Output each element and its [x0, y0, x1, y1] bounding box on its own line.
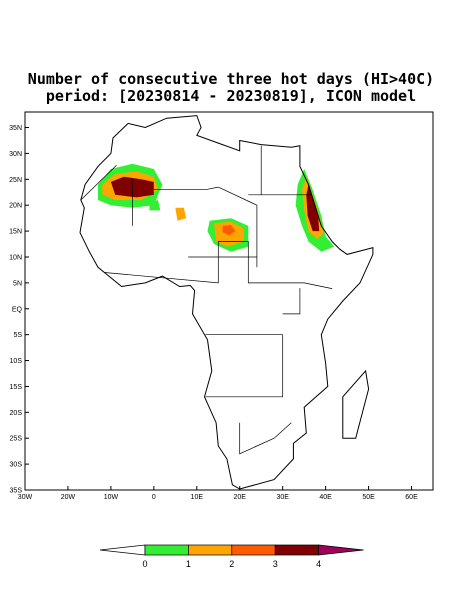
colorbar-segment — [144, 544, 189, 556]
border — [153, 186, 219, 191]
x-tick-label: 50E — [362, 494, 375, 501]
y-tick-label: 30S — [10, 462, 23, 469]
colorbar-end — [99, 544, 146, 556]
x-tick-label: 20W — [61, 494, 76, 501]
hot-area — [175, 207, 187, 221]
x-tick-label: 30E — [276, 494, 289, 501]
y-tick-label: 10S — [10, 358, 23, 365]
border — [218, 186, 258, 268]
colorbar-end — [318, 544, 364, 556]
hot-area — [149, 200, 161, 211]
y-tick-label: 10N — [9, 254, 22, 261]
colorbar-segment — [188, 544, 233, 556]
y-tick-label: 15S — [10, 384, 23, 391]
coastline — [342, 369, 370, 439]
x-tick-label: 0 — [152, 494, 156, 501]
x-tick-label: 20E — [234, 494, 247, 501]
border — [239, 422, 292, 455]
y-tick-label: 15N — [9, 229, 22, 236]
border — [104, 241, 333, 289]
y-tick-label: 35S — [10, 488, 23, 495]
coastline — [79, 115, 374, 490]
map-area: 30W 20W 10W 0 10E 20E 30E 40E 50E 60E 35N 30N 25N 20N… — [9, 111, 434, 501]
y-tick-label: 20N — [9, 203, 22, 210]
border — [282, 288, 301, 315]
y-tick-label: 35N — [9, 125, 22, 132]
x-tick-label: 60E — [405, 494, 418, 501]
hot-area — [306, 184, 320, 232]
y-tick-label: 30N — [9, 151, 22, 158]
title: Number of consecutive three hot days (HI… — [28, 70, 434, 88]
colorbar-label: 2 — [229, 559, 234, 569]
colorbar-label: 3 — [273, 559, 278, 569]
y-tick-label: 20S — [10, 410, 23, 417]
y-tick-label: 25S — [10, 436, 23, 443]
colorbar-segment — [274, 544, 319, 556]
map-frame — [24, 111, 434, 491]
colorbar-segment — [231, 544, 276, 556]
subtitle: period: [20230814 - 20230819], ICON mode… — [46, 87, 416, 105]
y-tick-label: EQ — [12, 306, 23, 313]
x-tick-label: 30W — [18, 494, 33, 501]
colorbar: 0 1 2 3 4 — [99, 544, 364, 569]
border — [80, 165, 117, 201]
x-tick-label: 40E — [319, 494, 332, 501]
y-tick-label: 5N — [13, 280, 22, 287]
x-tick-label: 10W — [104, 494, 119, 501]
colorbar-label: 0 — [142, 559, 147, 569]
y-tick-label: 5S — [13, 332, 22, 339]
colorbar-label: 4 — [316, 559, 321, 569]
hot-area — [222, 224, 236, 236]
colorbar-label: 1 — [186, 559, 191, 569]
y-tick-label: 25N — [9, 177, 22, 184]
border — [205, 334, 284, 398]
x-tick-label: 10E — [191, 494, 204, 501]
